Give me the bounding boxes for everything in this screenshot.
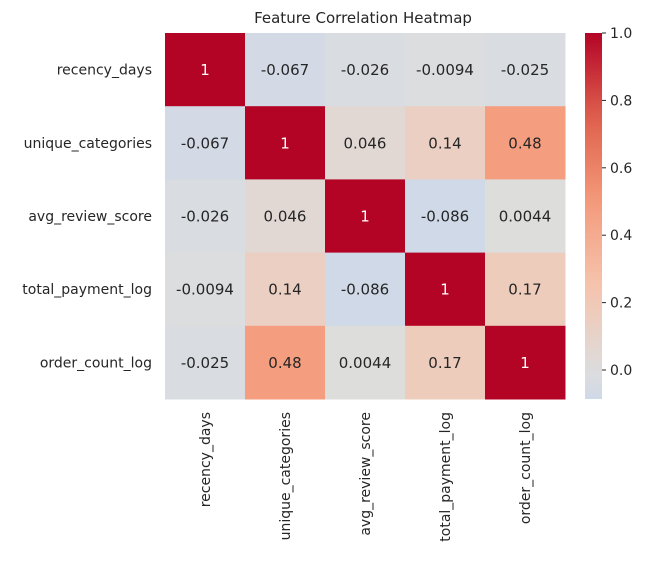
cell-value-label: -0.067: [261, 61, 309, 79]
column-label: total_payment_log: [438, 412, 454, 542]
row-label: total_payment_log: [22, 282, 152, 298]
cell-value-label: -0.0094: [176, 281, 234, 299]
heatmap-cell: [405, 252, 486, 327]
cell-value-label: -0.086: [341, 281, 389, 299]
heatmap-cell: [245, 252, 326, 327]
heatmap-cell: [165, 106, 246, 180]
cell-value-label: -0.0094: [416, 61, 474, 79]
heatmap-cell: [245, 106, 326, 180]
heatmap-cell: [325, 33, 406, 107]
column-label: order_count_log: [518, 412, 534, 524]
row-label: avg_review_score: [28, 209, 152, 225]
colorbar-tick-label: 0.2: [610, 296, 632, 312]
heatmap-cell: [165, 33, 246, 107]
heatmap-cell: [405, 179, 486, 254]
heatmap-cell: [485, 179, 566, 254]
row-label: order_count_log: [40, 355, 152, 371]
row-label: recency_days: [57, 63, 152, 79]
heatmap-cell: [325, 252, 406, 327]
cell-value-label: 0.48: [508, 134, 541, 152]
row-label: unique_categories: [24, 136, 152, 152]
cell-value-label: 0.046: [264, 208, 307, 226]
cell-value-label: -0.026: [341, 61, 389, 79]
column-labels: recency_days unique_categories avg_review_…: [198, 412, 534, 542]
cell-value-label: 1: [520, 354, 530, 372]
heatmap-cell: [485, 252, 566, 327]
colorbar-tick-label: 0.8: [610, 93, 632, 109]
cell-value-label: 0.14: [428, 134, 461, 152]
cell-value-label: -0.086: [421, 208, 469, 226]
column-label: recency_days: [198, 412, 214, 507]
cell-value-label: 0.046: [344, 134, 387, 152]
cell-value-label: 1: [440, 281, 450, 299]
colorbar-tick-label: 1.0: [610, 26, 632, 42]
heatmap-cell: [245, 33, 326, 107]
heatmap-cell: [325, 179, 406, 254]
heatmap-cells: 1 -0.067 -0.026 -0.0094 -0.025 -0.067 1 0.046 0.…: [165, 33, 566, 400]
heatmap-cell: [245, 325, 326, 400]
cell-value-label: -0.067: [181, 134, 229, 152]
heatmap-cell: [165, 179, 246, 254]
colorbar-tick-label: 0.4: [610, 228, 632, 244]
cell-value-label: 0.0044: [499, 208, 552, 226]
heatmap-cell: [485, 33, 566, 107]
chart-title: Feature Correlation Heatmap: [254, 9, 472, 27]
cell-value-label: 0.14: [268, 281, 301, 299]
heatmap-cell: [325, 106, 406, 180]
cell-value-label: 1: [200, 61, 210, 79]
cell-value-label: 0.48: [268, 354, 301, 372]
heatmap-cell: [165, 252, 246, 327]
colorbar-tick-label: 0.6: [610, 161, 632, 177]
heatmap-cell: [165, 325, 246, 400]
heatmap-cell: [405, 325, 486, 400]
row-labels: recency_days unique_categories avg_review_…: [22, 63, 152, 372]
colorbar-ticks: 0.0 0.2 0.4 0.6 0.8 1.0: [602, 26, 632, 379]
heatmap-cell: [485, 325, 566, 400]
cell-value-label: 0.0044: [339, 354, 392, 372]
column-label: avg_review_score: [358, 412, 374, 536]
cell-value-label: 0.17: [508, 281, 541, 299]
heatmap-cell: [405, 106, 486, 180]
cell-value-label: 1: [360, 208, 370, 226]
cell-value-label: 0.17: [428, 354, 461, 372]
cell-value-label: 1: [280, 134, 290, 152]
heatmap-cell: [405, 33, 486, 107]
heatmap-cell: [245, 179, 326, 254]
cell-value-label: -0.026: [181, 208, 229, 226]
column-label: unique_categories: [278, 412, 294, 540]
cell-value-label: -0.025: [501, 61, 549, 79]
colorbar-tick-label: 0.0: [610, 363, 632, 379]
heatmap-cell: [325, 325, 406, 400]
cell-value-label: -0.025: [181, 354, 229, 372]
colorbar: [585, 33, 602, 399]
heatmap-cell: [485, 106, 566, 180]
